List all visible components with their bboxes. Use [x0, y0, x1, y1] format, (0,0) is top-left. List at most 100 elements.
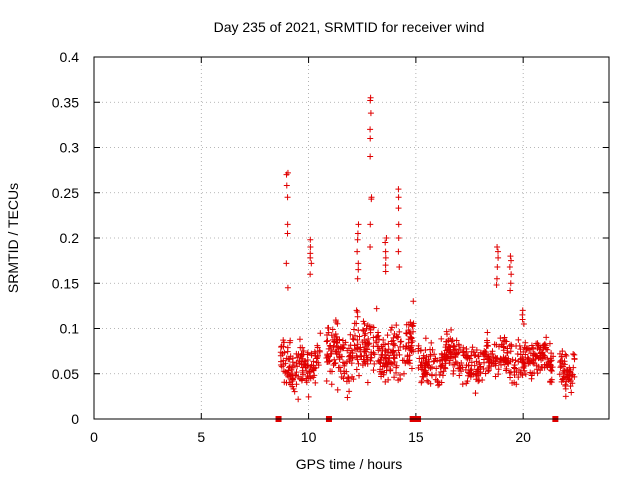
- data-point: [289, 375, 296, 382]
- data-point: [513, 381, 520, 388]
- data-point: [512, 357, 519, 364]
- data-point: [520, 320, 527, 327]
- data-point: [477, 364, 484, 371]
- data-point: [388, 324, 395, 331]
- data-point: [406, 329, 413, 336]
- data-point: [339, 337, 346, 344]
- data-point: [299, 344, 306, 351]
- data-point: [385, 352, 392, 359]
- data-point: [479, 376, 486, 383]
- data-point: [489, 348, 496, 355]
- data-point: [516, 342, 523, 349]
- data-point: [304, 362, 311, 369]
- data-point: [569, 380, 576, 387]
- data-point: [367, 329, 374, 336]
- data-point: [445, 337, 452, 344]
- data-point: [495, 254, 502, 261]
- data-point: [395, 205, 402, 212]
- data-point: [395, 194, 402, 201]
- data-point: [298, 353, 305, 360]
- data-point: [368, 196, 375, 203]
- data-point: [284, 344, 291, 351]
- data-point: [558, 363, 565, 370]
- data-point: [361, 332, 368, 339]
- data-point: [380, 371, 387, 378]
- data-point: [473, 358, 480, 365]
- data-point: [304, 351, 311, 358]
- data-point: [495, 248, 502, 255]
- data-point: [361, 358, 368, 365]
- data-point: [282, 360, 289, 367]
- data-point: [473, 347, 480, 354]
- data-point: [459, 381, 466, 388]
- data-point: [511, 365, 518, 372]
- data-point: [387, 366, 394, 373]
- data-point: [327, 342, 334, 349]
- plot-frame: [93, 56, 610, 420]
- data-point: [528, 357, 535, 364]
- data-point: [448, 326, 455, 333]
- data-point: [333, 318, 340, 325]
- data-point: [507, 348, 514, 355]
- data-point: [494, 244, 501, 251]
- data-point: [356, 333, 363, 340]
- y-tick-label: 0.25: [52, 185, 79, 201]
- data-point: [509, 356, 516, 363]
- data-point: [507, 287, 514, 294]
- data-point: [548, 367, 555, 374]
- y-axis-label: SRMTID / TECUs: [5, 183, 21, 293]
- data-point: [500, 347, 507, 354]
- x-tick-label: 10: [301, 429, 317, 445]
- data-point: [362, 341, 369, 348]
- data-point: [289, 359, 296, 366]
- data-point: [452, 346, 459, 353]
- data-point: [323, 338, 330, 345]
- data-point: [548, 350, 555, 357]
- data-point: [398, 338, 405, 345]
- data-point: [560, 375, 567, 382]
- data-point: [291, 388, 298, 395]
- data-point: [495, 371, 502, 378]
- x-tick-label: 20: [515, 429, 531, 445]
- data-point: [360, 318, 367, 325]
- data-point: [405, 336, 412, 343]
- data-point: [515, 336, 522, 343]
- data-point: [508, 271, 515, 278]
- data-point: [317, 330, 324, 337]
- data-point: [563, 366, 570, 373]
- data-point: [540, 342, 547, 349]
- data-point: [519, 356, 526, 363]
- data-point: [424, 377, 431, 384]
- data-point: [517, 346, 524, 353]
- data-point: [547, 355, 554, 362]
- data-point: [364, 322, 371, 329]
- data-point: [355, 266, 362, 273]
- data-point: [295, 373, 302, 380]
- data-point: [402, 342, 409, 349]
- data-point: [397, 343, 404, 350]
- y-tick-label: 0.35: [52, 94, 79, 110]
- data-point: [475, 353, 482, 360]
- data-point: [283, 260, 290, 267]
- data-point: [544, 364, 551, 371]
- data-point: [410, 298, 417, 305]
- data-point: [333, 333, 340, 340]
- data-point: [390, 334, 397, 341]
- data-point: [420, 371, 427, 378]
- data-point: [395, 221, 402, 228]
- data-point: [350, 376, 357, 383]
- data-point: [352, 332, 359, 339]
- data-point: [483, 353, 490, 360]
- data-point: [371, 351, 378, 358]
- data-point: [300, 347, 307, 354]
- y-tick-label: 0.1: [60, 321, 80, 337]
- data-point: [471, 352, 478, 359]
- data-point: [427, 380, 434, 387]
- data-point: [314, 342, 321, 349]
- data-point: [328, 332, 335, 339]
- data-point: [382, 248, 389, 255]
- data-point: [382, 254, 389, 261]
- data-point: [283, 182, 290, 189]
- data-point: [284, 284, 291, 291]
- data-point: [355, 260, 362, 267]
